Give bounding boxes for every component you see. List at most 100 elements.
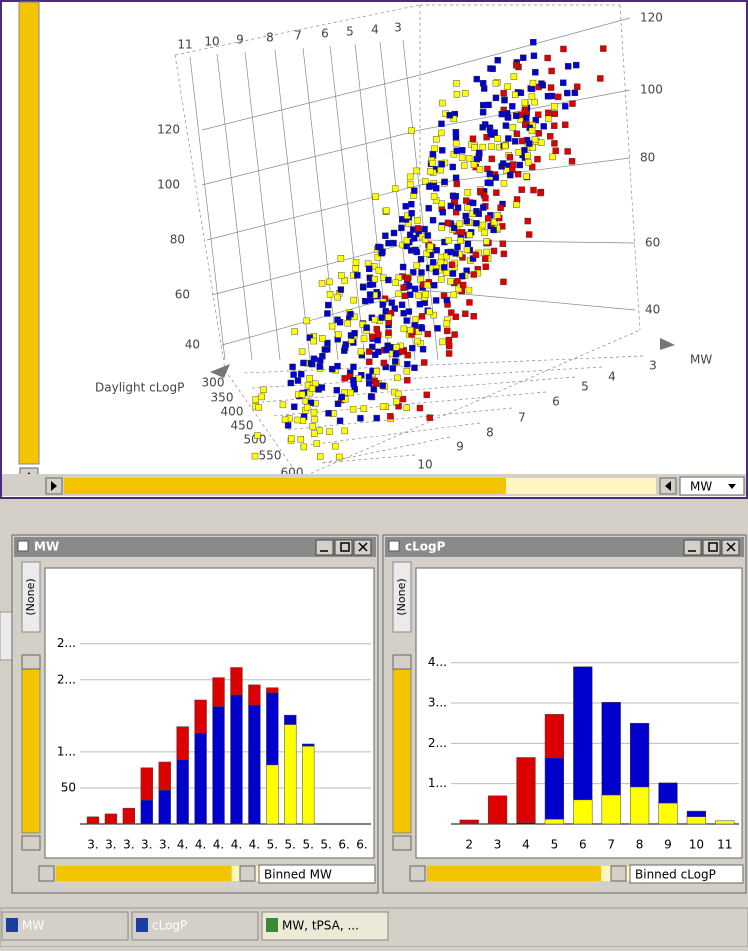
scatter-point [539,82,546,89]
scatter-point [450,291,458,299]
tab[interactable] [131,911,259,941]
range-slider[interactable] [427,866,602,881]
axis-dropdown[interactable] [679,476,745,496]
tab-strip[interactable] [21,561,41,633]
scatter-point [307,399,315,406]
scatter-point [450,115,458,123]
x-tick-label: 3. [87,838,98,852]
scatter-point [501,142,509,150]
scroll-button[interactable] [409,865,426,882]
scatter-point [457,237,464,244]
scatter-point [514,170,522,178]
scatter-point [294,377,302,384]
axis-tick-label: 3 [394,21,402,35]
scatter-point [524,217,531,225]
scatter-point [398,348,406,355]
axis-arrow [210,364,230,378]
scatter-point [451,331,458,338]
scatter-point [515,149,522,156]
scatter-point [432,268,440,276]
axis-tick-label: 3 [649,359,657,373]
scatter-point [470,161,478,168]
scatter-point [426,183,433,190]
scatter-point [255,404,262,411]
scatter-point [506,154,514,161]
x-tick-label: 2 [465,838,473,852]
tab-strip[interactable] [392,561,412,633]
tab[interactable] [1,911,129,941]
scatter-point [513,112,520,119]
scatter-point [476,188,484,195]
scatter-point [393,398,400,405]
axis-tick-label: 5 [581,380,589,394]
scatter-point [337,255,345,262]
scatter-point [456,220,464,228]
scatter-point [370,385,378,393]
scroll-button[interactable] [38,865,55,882]
scatter-point [551,140,558,147]
scatter-point [531,98,538,106]
bar-segment [284,724,297,825]
scatter-point [464,240,472,248]
scatter-point [374,254,382,261]
scatter-point [326,291,334,298]
scatter-point [453,147,460,155]
scatter-point [483,248,490,256]
scatter-point [544,92,552,100]
range-slider[interactable] [56,866,232,881]
scatter-point [441,178,448,186]
scatter-point [429,259,437,266]
scatter-point [452,134,460,141]
y-tick-label: 50 [61,780,76,794]
scroll-button[interactable] [21,835,41,851]
y-tick-label: 2... [57,672,76,686]
scatter-point [574,83,581,90]
scatter-point [439,209,447,216]
scroll-button[interactable] [392,835,412,851]
bar-segment [573,799,593,825]
scatter-point [350,376,357,384]
scatter-point [341,375,348,382]
range-slider[interactable] [64,478,506,494]
window-title: MW [34,540,59,554]
scroll-button[interactable] [610,865,627,882]
scatter-point [375,267,383,274]
scatter-point [404,351,411,359]
tab[interactable] [261,911,389,941]
scatter-point [324,310,331,317]
scatter-point [459,281,467,289]
scatter-point [371,316,378,323]
scroll-button[interactable] [21,654,41,670]
scatter-point [310,337,318,345]
scatter-point [451,224,458,232]
scatter-point [416,300,424,308]
scatter-point [479,143,487,151]
axis-tick-label: 7 [294,29,302,43]
scatter-point [423,391,430,399]
scatter-point [473,208,480,215]
scroll-button[interactable] [392,654,412,670]
scatter-point [427,243,434,250]
scatter-point [528,93,536,100]
scatter-point [476,166,484,173]
scatter-point [479,109,487,116]
x-tick-label: 5 [551,838,559,852]
grid-line [402,39,439,361]
scatter-point [470,313,477,320]
grid-line [244,51,281,361]
scatter-point [325,410,332,417]
scatter-point [367,393,375,400]
scatter-point [490,226,497,234]
scatter-point [529,79,537,87]
scatter-point [252,396,259,403]
scatter-point [411,187,418,194]
binning-dropdown[interactable] [258,864,376,884]
binning-dropdown[interactable] [629,864,744,884]
scatter-point [334,293,341,301]
scroll-button[interactable] [239,865,256,882]
scatter-point [535,130,542,137]
scatter-point [408,201,415,208]
scatter-point [403,404,410,411]
window-button[interactable] [683,539,702,556]
window-button[interactable] [315,539,334,556]
